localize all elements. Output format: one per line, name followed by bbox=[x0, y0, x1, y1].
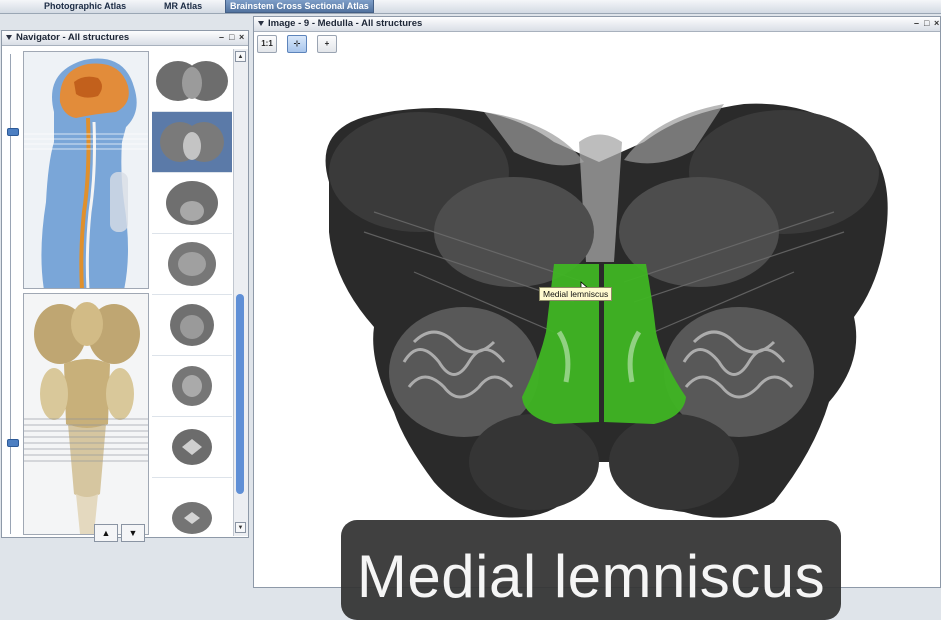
slice-thumbnail-list bbox=[152, 49, 234, 536]
structure-caption-overlay: Medial lemniscus bbox=[341, 520, 841, 620]
slice-thumbnail[interactable] bbox=[152, 417, 232, 478]
scrollbar-thumb[interactable] bbox=[236, 294, 244, 494]
tab-mr-atlas[interactable]: MR Atlas bbox=[164, 1, 203, 11]
crosshair-tool-button[interactable]: + bbox=[317, 35, 337, 53]
image-panel-title: Image - 9 - Medulla - All structures bbox=[268, 18, 423, 29]
collapse-triangle-icon[interactable] bbox=[258, 21, 264, 26]
brainstem-illustration bbox=[24, 294, 148, 534]
scroll-down-arrow-icon[interactable]: ▼ bbox=[235, 522, 246, 533]
collapse-triangle-icon[interactable] bbox=[6, 35, 12, 40]
navigator-titlebar: Navigator - All structures – □ × bbox=[2, 31, 248, 46]
scroll-up-arrow-icon[interactable]: ▲ bbox=[235, 51, 246, 62]
maximize-button[interactable]: □ bbox=[229, 32, 235, 42]
sagittal-body-illustration bbox=[24, 52, 148, 288]
structure-caption-text: Medial lemniscus bbox=[356, 543, 826, 610]
slice-thumbnail[interactable] bbox=[152, 173, 232, 234]
image-panel: Image - 9 - Medulla - All structures – □… bbox=[253, 16, 941, 588]
slice-thumbnail[interactable] bbox=[152, 356, 232, 417]
thumbnail-scrollbar[interactable]: ▲ ▼ bbox=[233, 49, 248, 536]
tab-photographic-atlas[interactable]: Photographic Atlas bbox=[44, 1, 127, 11]
brainstem-level-marker[interactable] bbox=[7, 439, 19, 447]
close-button[interactable]: × bbox=[934, 18, 940, 28]
slice-thumbnail[interactable] bbox=[152, 295, 232, 356]
brainstem-overview-image[interactable] bbox=[23, 293, 149, 535]
atlas-tab-bar: Photographic Atlas MR Atlas Brainstem Cr… bbox=[0, 0, 941, 14]
medulla-cross-section-image[interactable] bbox=[254, 32, 940, 587]
slice-thumbnail[interactable] bbox=[152, 51, 232, 112]
next-slice-button[interactable]: ▼ bbox=[121, 524, 145, 542]
structure-tooltip: Medial lemniscus bbox=[539, 287, 613, 301]
previous-slice-button[interactable]: ▲ bbox=[94, 524, 118, 542]
actual-size-tool-button[interactable]: 1:1 bbox=[257, 35, 277, 53]
maximize-button[interactable]: □ bbox=[924, 18, 930, 28]
navigator-title: Navigator - All structures bbox=[16, 32, 130, 43]
sagittal-level-marker[interactable] bbox=[7, 128, 19, 136]
level-track bbox=[10, 54, 11, 534]
slice-thumbnail-selected[interactable] bbox=[152, 112, 232, 173]
sagittal-overview-image[interactable] bbox=[23, 51, 149, 289]
image-viewport[interactable]: 1:1 ⊹ + bbox=[254, 32, 940, 587]
minimize-button[interactable]: – bbox=[914, 18, 920, 28]
slice-thumbnail[interactable] bbox=[152, 234, 232, 295]
fit-to-window-tool-button[interactable]: ⊹ bbox=[287, 35, 307, 53]
navigator-body: ▲ ▼ ▲ ▼ bbox=[2, 46, 248, 542]
image-panel-titlebar: Image - 9 - Medulla - All structures – □… bbox=[254, 17, 940, 32]
navigator-panel: Navigator - All structures – □ × bbox=[1, 30, 249, 542]
tab-brainstem-cross-sectional-atlas[interactable]: Brainstem Cross Sectional Atlas bbox=[225, 0, 374, 13]
close-button[interactable]: × bbox=[239, 32, 245, 42]
slice-thumbnail[interactable] bbox=[152, 478, 232, 536]
medial-lemniscus-right-highlight[interactable] bbox=[604, 264, 686, 424]
medial-lemniscus-left-highlight[interactable] bbox=[522, 264, 599, 424]
minimize-button[interactable]: – bbox=[219, 32, 225, 42]
